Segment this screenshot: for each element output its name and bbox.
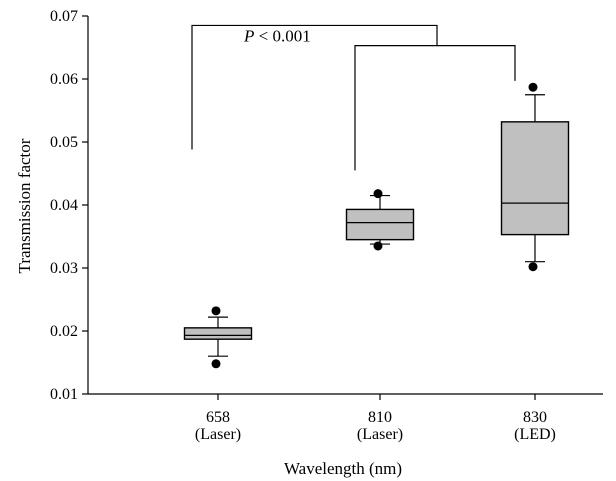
bracket-810-vs-830 xyxy=(354,45,516,171)
boxes xyxy=(183,82,570,369)
bracket-658-vs-others xyxy=(191,24,438,150)
p-value-label: P < 0.001 xyxy=(243,27,311,46)
significance-annotation: P < 0.001 xyxy=(191,24,516,171)
x-axis-ticks: 658(Laser)810(Laser)830(LED) xyxy=(195,394,556,443)
x-tick-label: 830 xyxy=(523,409,547,426)
y-axis-title: Transmission factor xyxy=(15,138,34,273)
outlier-point xyxy=(211,359,221,369)
outlier-point xyxy=(211,306,221,316)
box-658 xyxy=(183,306,253,369)
x-tick-sublabel: (LED) xyxy=(514,426,556,443)
x-axis-title: Wavelength (nm) xyxy=(284,459,402,478)
y-tick-label: 0.02 xyxy=(50,323,78,340)
y-tick-label: 0.07 xyxy=(50,8,78,25)
outlier-point xyxy=(373,189,383,199)
box-iqr xyxy=(500,121,570,236)
outlier-point xyxy=(373,241,383,251)
y-tick-label: 0.06 xyxy=(50,71,78,88)
y-tick-label: 0.04 xyxy=(50,197,78,214)
x-tick-label: 810 xyxy=(368,409,392,426)
y-tick-label: 0.01 xyxy=(50,386,78,403)
box-810 xyxy=(345,189,415,251)
y-tick-label: 0.03 xyxy=(50,260,78,277)
outlier-point xyxy=(528,262,538,272)
box-iqr xyxy=(183,327,253,340)
y-axis-ticks: 0.01 0.02 0.03 0.04 0.05 0.06 0.07 xyxy=(50,8,88,403)
x-tick-label: 658 xyxy=(206,409,230,426)
y-tick-label: 0.05 xyxy=(50,134,78,151)
box-iqr xyxy=(345,208,415,241)
outlier-point xyxy=(528,82,538,92)
x-tick-sublabel: (Laser) xyxy=(357,426,403,443)
x-tick-sublabel: (Laser) xyxy=(195,426,241,443)
box-830 xyxy=(500,82,570,272)
